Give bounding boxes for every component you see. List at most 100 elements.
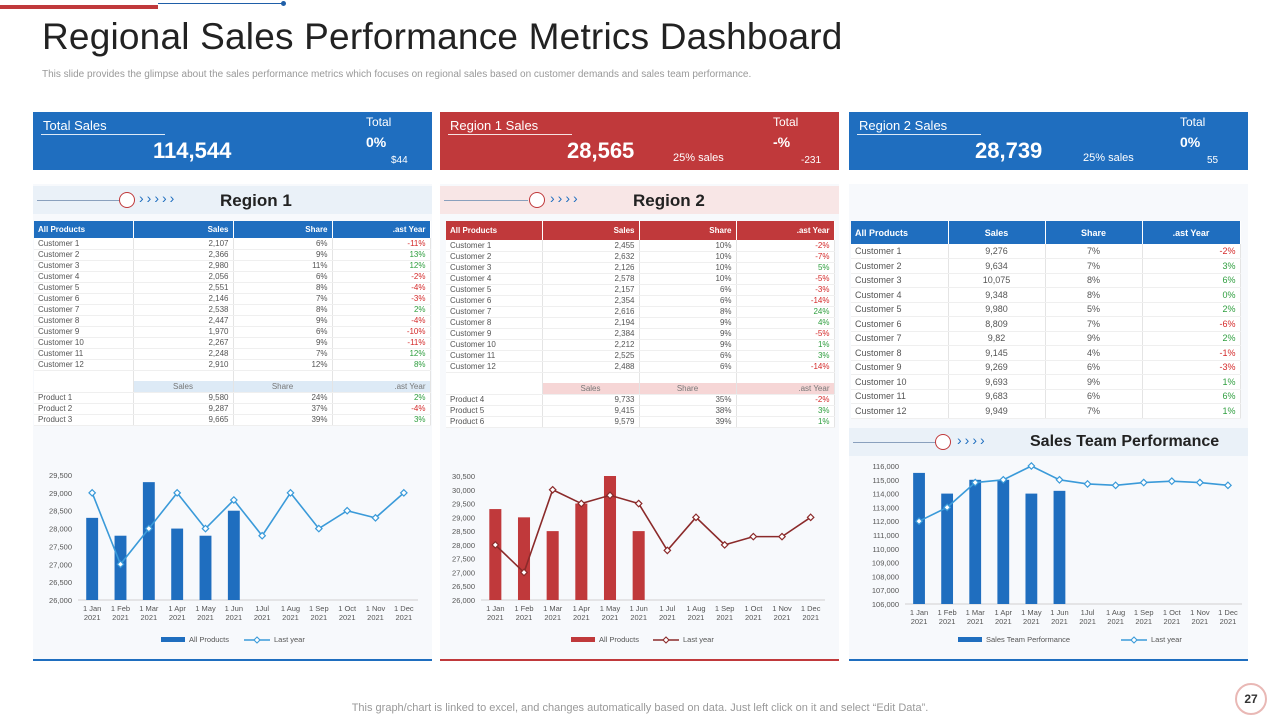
x-tick-label: 2021 — [516, 613, 533, 622]
table-cell: Customer 2 — [34, 249, 134, 261]
x-tick-label: 2021 — [169, 613, 186, 622]
circle-icon — [935, 434, 951, 450]
table-cell: 9,415 — [542, 405, 640, 417]
x-tick-label: 1 Mar — [543, 604, 563, 613]
sub-column-header: Sales — [133, 381, 234, 393]
x-tick-label: 2021 — [1023, 617, 1040, 626]
legend-marker — [1130, 636, 1138, 644]
table-cell: Customer 9 — [446, 328, 543, 340]
sub-column-header: Share — [639, 383, 737, 395]
table-cell: Product 6 — [446, 416, 543, 428]
table-cell: 2,146 — [133, 293, 234, 305]
table-cell: Customer 9 — [34, 326, 134, 338]
table-cell: 1% — [736, 416, 835, 428]
top-accent-dot — [281, 1, 286, 6]
table-cell: Product 4 — [446, 394, 543, 406]
circle-icon — [119, 192, 135, 208]
product-row: Product 4 9,733 35% -2% — [446, 394, 835, 406]
table-cell: 9% — [639, 317, 737, 329]
x-tick-label: 2021 — [140, 613, 157, 622]
table-row: Customer 12 9,949 7% 1% — [851, 403, 1241, 419]
table-cell: 35% — [639, 394, 737, 406]
table-cell: Customer 1 — [851, 244, 949, 259]
table-cell: 9,269 — [948, 360, 1046, 375]
x-tick-label: 2021 — [487, 613, 504, 622]
column-header: .ast Year — [332, 221, 431, 238]
x-tick-label: 1 Sep — [309, 604, 329, 613]
table-cell: 2,354 — [542, 295, 640, 307]
table-cell: Customer 10 — [446, 339, 543, 351]
table-cell: 6% — [1045, 389, 1143, 404]
table-cell: Customer 7 — [34, 304, 134, 316]
x-tick-label: 1 Feb — [111, 604, 130, 613]
table-cell: Product 1 — [34, 392, 134, 404]
table-row: Customer 5 2,157 6% -3% — [446, 284, 835, 296]
region1-header: ››››› Region 1 — [33, 186, 432, 214]
top-accent-line — [158, 3, 284, 4]
legend-swatch-bars — [161, 637, 185, 642]
table-cell: -5% — [736, 273, 835, 285]
legend-swatch-bars — [958, 637, 982, 642]
line-point — [1027, 461, 1036, 471]
legend-label: Last year — [1151, 635, 1182, 644]
table-row: Customer 7 2,538 8% 2% — [34, 304, 431, 316]
region2-table: All Products Sales Share .ast Year Customer … — [446, 221, 835, 428]
table-cell: -4% — [332, 282, 431, 294]
table-cell: 39% — [233, 414, 333, 426]
line-point — [491, 540, 500, 549]
table-cell: 2,056 — [133, 271, 234, 283]
team-title: Sales Team Performance — [1030, 433, 1220, 450]
table-cell: 9% — [639, 339, 737, 351]
table-cell: 6% — [1142, 389, 1241, 404]
table-row: Customer 8 9,145 4% -1% — [851, 345, 1241, 361]
table-cell: 38% — [639, 405, 737, 417]
table-cell: 2,212 — [542, 339, 640, 351]
table-cell: 11% — [233, 260, 333, 272]
region1-chart: 26,000 26,500 27,000 27,500 28,000 28,500 29,0… — [49, 471, 418, 644]
table-row: Customer 5 2,551 8% -4% — [34, 282, 431, 294]
chevron-right-icon: ›››› — [957, 432, 988, 448]
x-tick-label: 1 Jun — [225, 604, 243, 613]
region1-panel-bottom-line — [33, 659, 432, 661]
region2-chart: 26,000 26,500 27,000 27,500 28,000 28,500 29,0… — [452, 472, 825, 644]
product-subheader-row: Sales Share .ast Year — [34, 381, 431, 393]
line-point — [577, 499, 586, 508]
table-cell: -2% — [332, 271, 431, 283]
table-cell: 8% — [332, 359, 431, 371]
line-point — [144, 524, 153, 533]
bar — [941, 493, 954, 604]
kpi-divider — [448, 134, 572, 135]
x-tick-label: 1 Feb — [938, 608, 957, 617]
kpi-label: Total Sales — [43, 118, 107, 133]
kpi-value: 28,739 — [975, 138, 1043, 163]
line-point — [286, 488, 295, 497]
kpi-region1-sales: Region 1 Sales 28,565 25% sales Total -%… — [440, 112, 839, 170]
table-cell: Customer 1 — [34, 238, 134, 250]
x-tick-label: 2021 — [716, 613, 733, 622]
x-tick-label: 2021 — [995, 617, 1012, 626]
table-cell: 10% — [639, 273, 737, 285]
table-cell: 9% — [233, 315, 333, 327]
table-row: Customer 10 2,212 9% 1% — [446, 339, 835, 351]
legend-label: Last year — [683, 635, 714, 644]
y-tick-label: 27,500 — [49, 542, 72, 551]
table-cell: 6% — [639, 284, 737, 296]
table-cell: 2% — [1142, 302, 1241, 317]
table-cell: Customer 7 — [851, 331, 949, 346]
y-tick-label: 29,500 — [452, 500, 475, 509]
header-line — [37, 200, 121, 201]
table-cell: -11% — [332, 337, 431, 349]
table-row: Customer 2 2,366 9% 13% — [34, 249, 431, 261]
x-tick-label: 2021 — [310, 613, 327, 622]
table-cell: Customer 11 — [851, 389, 949, 404]
table-cell: 7% — [1045, 244, 1143, 259]
line-point — [519, 568, 529, 577]
table-row: Customer 6 2,354 6% -14% — [446, 295, 835, 307]
x-tick-label: 1 Aug — [686, 604, 705, 613]
x-tick-label: 1 Jan — [910, 608, 928, 617]
bar — [489, 509, 502, 600]
x-tick-label: 2021 — [395, 613, 412, 622]
legend-swatch-bars — [571, 637, 595, 642]
table-cell: Customer 5 — [446, 284, 543, 296]
x-tick-label: 1 May — [195, 604, 216, 613]
